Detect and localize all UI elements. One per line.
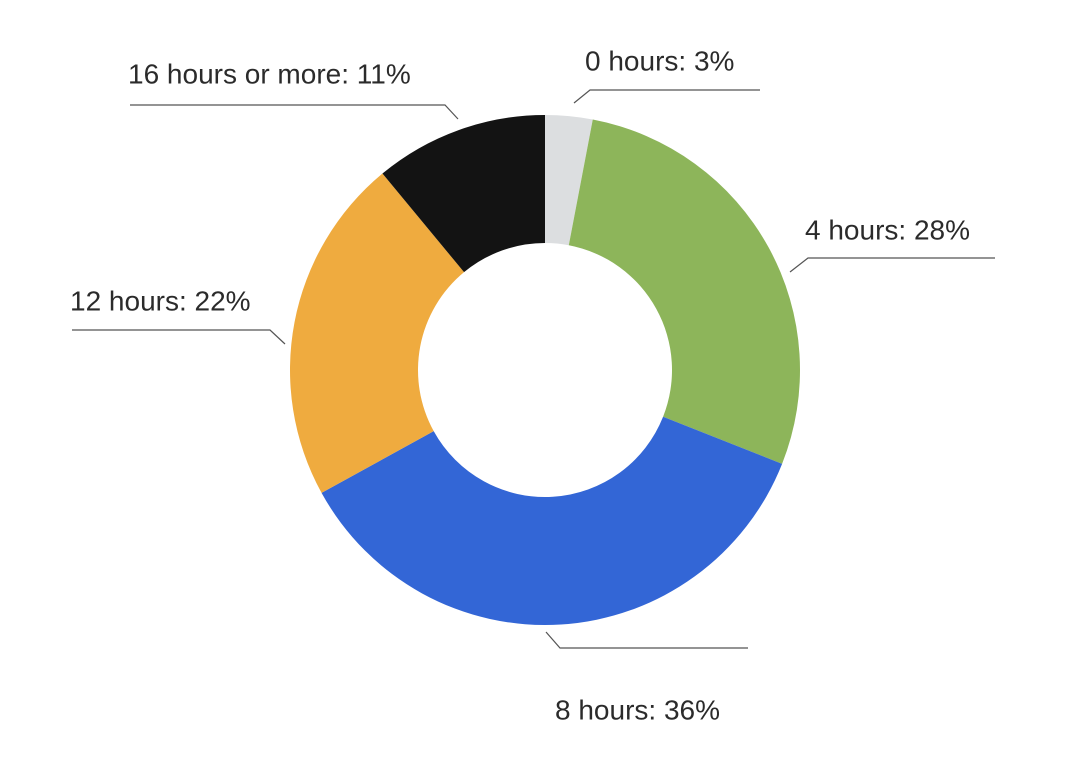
donut-slice	[290, 173, 465, 493]
slice-label: 8 hours: 36%	[555, 694, 720, 725]
leader-line	[72, 329, 286, 345]
donut-slice	[568, 119, 801, 464]
slice-label: 0 hours: 3%	[585, 45, 734, 76]
slice-label: 12 hours: 22%	[70, 285, 251, 316]
slice-label: 16 hours or more: 11%	[128, 58, 411, 89]
leader-line	[573, 89, 760, 104]
donut-slice	[321, 416, 783, 626]
leader-line	[130, 104, 459, 120]
leader-line	[789, 257, 995, 273]
donut-slice	[382, 115, 545, 273]
donut-slice	[545, 115, 593, 246]
leader-line	[545, 631, 748, 649]
slice-label: 4 hours: 28%	[805, 214, 970, 245]
